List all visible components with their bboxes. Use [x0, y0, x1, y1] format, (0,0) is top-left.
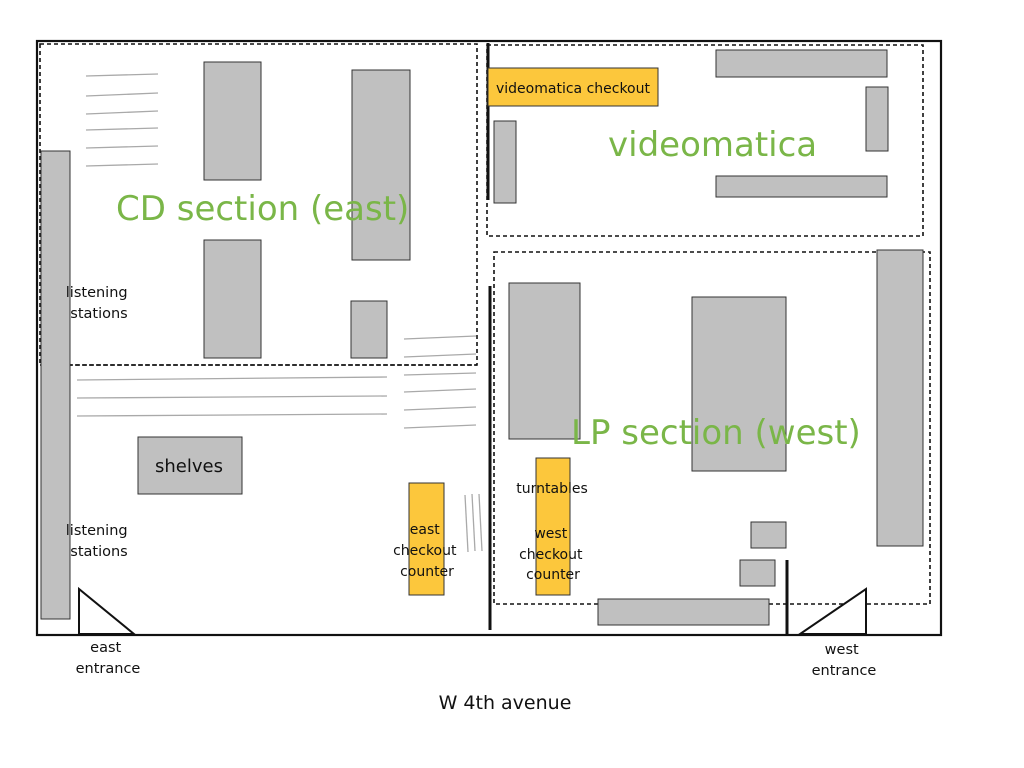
cd-fixture-middle — [203, 239, 262, 359]
listening-stations-top-line1: listening — [66, 285, 128, 301]
west-checkout-counter — [535, 457, 571, 596]
videomatica-shelf-left — [493, 120, 517, 204]
videomatica-checkout-counter — [487, 67, 659, 107]
east-checkout-line3: counter — [400, 564, 454, 580]
long-racks — [76, 376, 388, 417]
lp-fixture-center — [691, 296, 787, 472]
listening-stations-bottom-line1: listening — [66, 523, 128, 539]
lp-fixture-bottom — [597, 598, 770, 626]
listening-stations-top-label: listening stations — [66, 285, 132, 322]
west-entrance-door — [796, 587, 867, 635]
lp-section-zone — [493, 251, 931, 605]
cd-fixture-small — [350, 300, 388, 359]
east-entrance-line1: east — [90, 640, 121, 656]
lp-fixture-left — [508, 282, 581, 440]
west-checkout-label: west checkout counter — [519, 526, 587, 583]
east-checkout-line1: east — [410, 522, 440, 538]
west-entrance-label: west entrance — [812, 642, 877, 679]
videomatica-shelf-bottom — [715, 175, 888, 198]
listening-stations-top-line2: stations — [70, 306, 127, 322]
east-checkout-line2: checkout — [393, 543, 457, 559]
lp-fixture-small-b — [739, 559, 776, 587]
east-entrance-label: east entrance — [76, 640, 141, 677]
lp-fixture-right-tall — [876, 249, 924, 547]
west-checkout-line3: counter — [526, 567, 580, 583]
lp-fixture-small-a — [750, 521, 787, 549]
shelves-label: shelves — [155, 456, 223, 477]
listening-stations-bar — [40, 150, 71, 620]
cd-fixture-top — [203, 61, 262, 181]
videomatica-section-label: videomatica — [608, 125, 817, 165]
west-entrance-line2: entrance — [812, 663, 877, 679]
west-checkout-line1: west — [534, 526, 567, 542]
east-checkout-counter — [408, 482, 445, 596]
east-entrance-line2: entrance — [76, 661, 141, 677]
shelves-fixture — [137, 436, 243, 495]
cd-racks-center — [403, 335, 477, 429]
lp-section-label: LP section (west) — [571, 413, 861, 453]
listening-stations-bottom-label: listening stations — [66, 523, 132, 560]
east-checkout-label: east checkout counter — [393, 522, 461, 580]
videomatica-checkout-label: videomatica checkout — [496, 81, 650, 97]
east-entrance-door — [78, 586, 137, 635]
street-label: W 4th avenue — [439, 692, 572, 714]
west-checkout-line2: checkout — [519, 547, 583, 563]
videomatica-shelf-right — [865, 86, 889, 152]
videomatica-shelf-top — [715, 49, 888, 78]
turntables-label: turntables — [516, 481, 588, 497]
cd-fixture-tall — [351, 69, 411, 261]
west-entrance-line1: west — [825, 642, 859, 658]
checkout-racks — [464, 493, 483, 553]
listening-stations-bottom-line2: stations — [70, 544, 127, 560]
building-outline — [35, 39, 943, 637]
cd-section-label: CD section (east) — [116, 189, 409, 229]
cd-racks-top-left — [85, 73, 159, 167]
